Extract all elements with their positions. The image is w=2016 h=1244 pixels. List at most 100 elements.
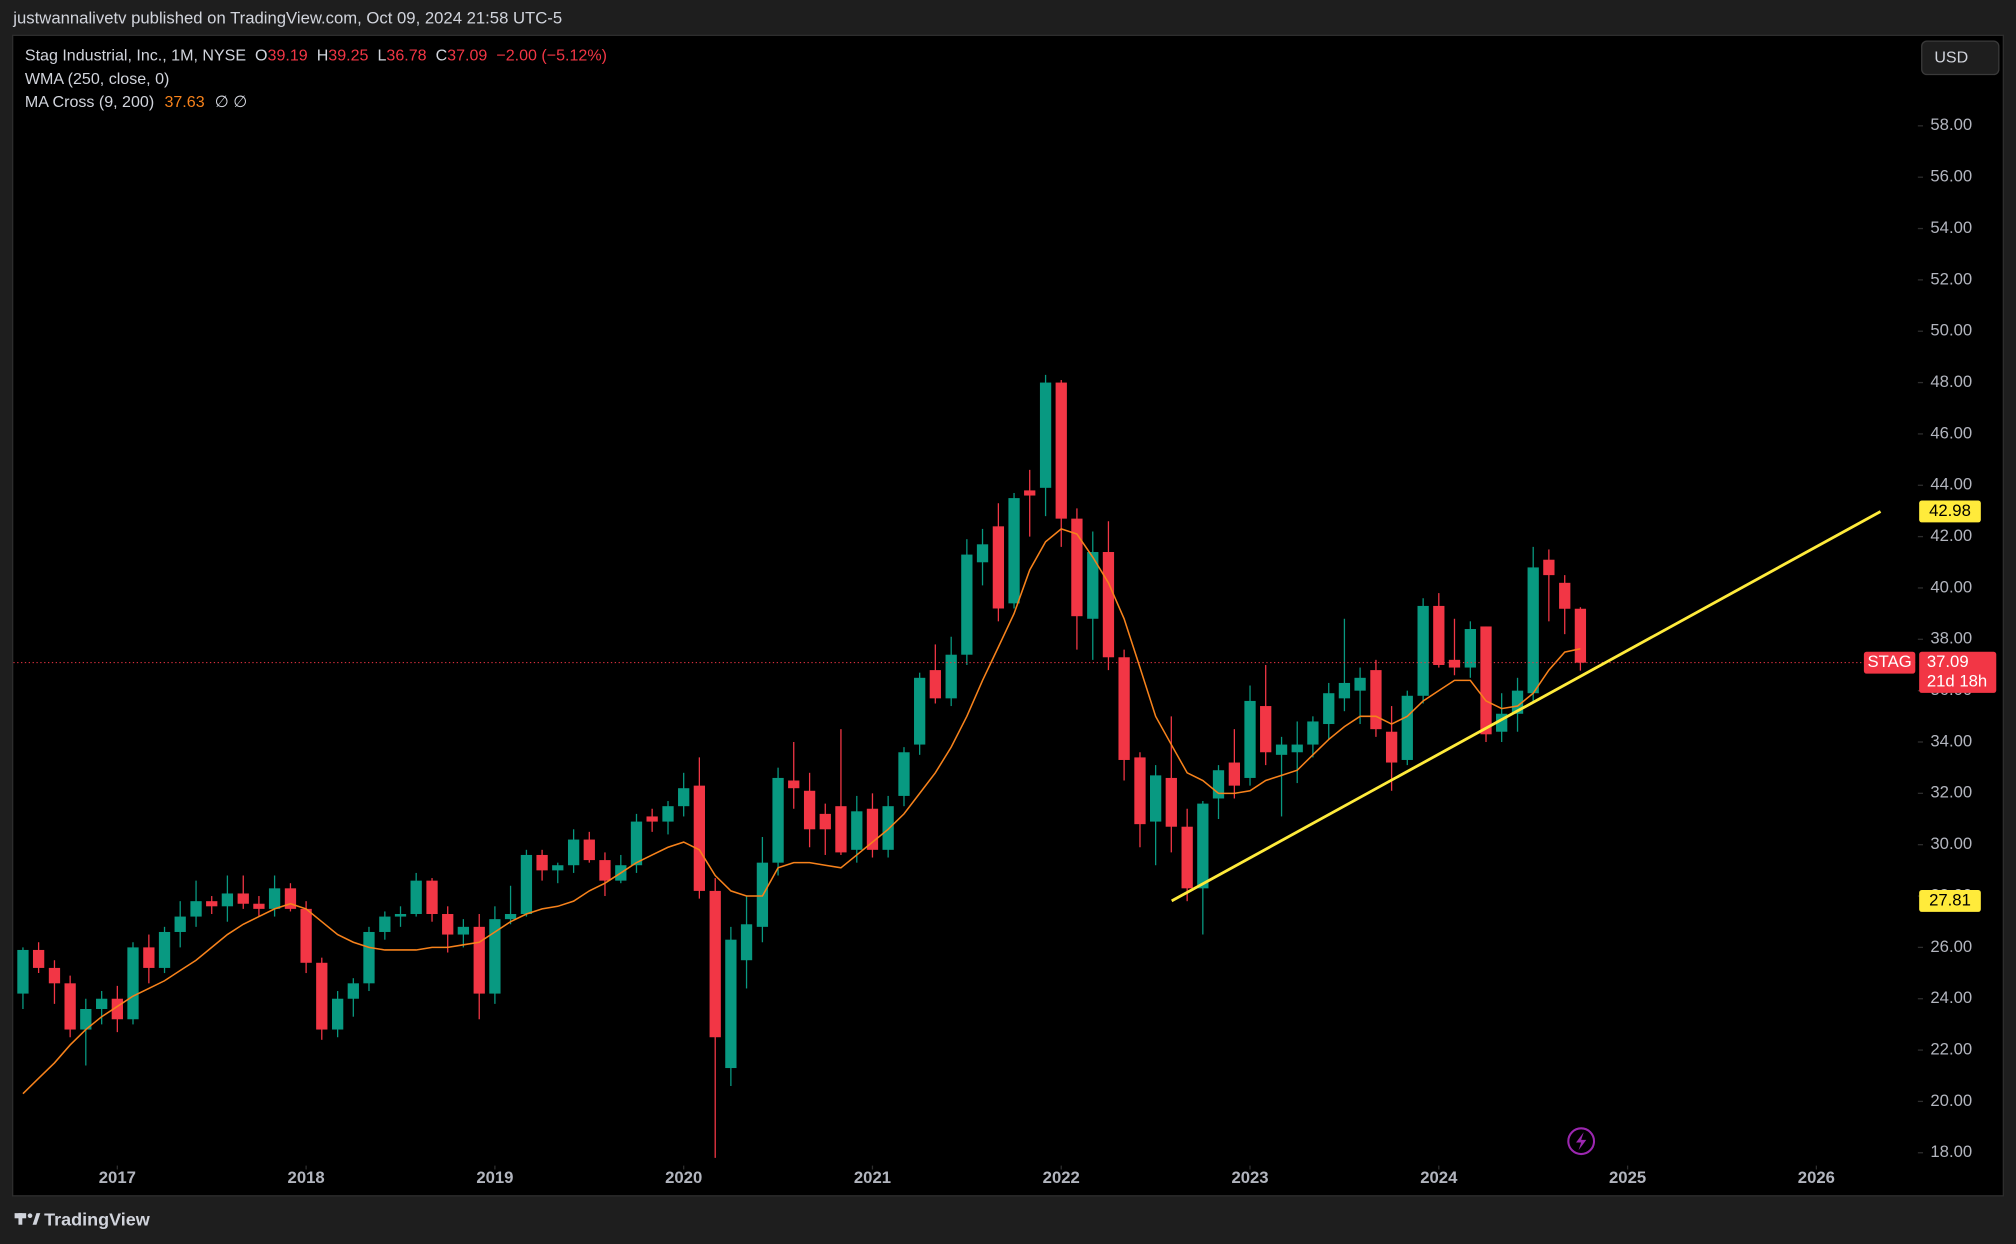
legend-main: Stag Industrial, Inc., 1M, NYSE O39.19 H39… xyxy=(25,47,607,65)
candle-body xyxy=(740,924,753,961)
candle-body xyxy=(961,554,973,655)
candle-body xyxy=(127,947,139,1020)
candle-body xyxy=(442,914,454,935)
candle-body xyxy=(394,914,407,917)
candle-body xyxy=(1071,518,1083,617)
candle-body xyxy=(709,890,721,1038)
candle-body xyxy=(1433,605,1445,665)
legend-ma-flags: ∅ ∅ xyxy=(215,93,247,111)
y-tick-label: 32.00 xyxy=(1930,783,1972,802)
y-tick-label: 22.00 xyxy=(1930,1039,1972,1058)
candle-body xyxy=(1448,659,1461,668)
currency-button[interactable] xyxy=(1921,40,2000,76)
candle-body xyxy=(1511,690,1524,714)
candle-body xyxy=(1228,762,1240,786)
candle-body xyxy=(1149,775,1162,822)
currency-label: USD xyxy=(1934,49,1968,67)
candle-body xyxy=(1323,693,1335,725)
y-tick-label: 56.00 xyxy=(1930,167,1972,186)
candle-body xyxy=(316,962,328,1030)
publish-info: justwannalivetv published on TradingView… xyxy=(12,9,562,28)
candle-body xyxy=(914,677,926,745)
candle-body xyxy=(1165,777,1177,827)
candle-body xyxy=(1055,382,1067,519)
alert-icon-bolt xyxy=(1576,1132,1587,1151)
candle-body xyxy=(1260,706,1272,753)
candle-body xyxy=(1338,682,1351,699)
y-tick-label: 34.00 xyxy=(1930,731,1972,750)
legend-wma: WMA (250, close, 0) xyxy=(25,70,169,88)
y-tick-label: 54.00 xyxy=(1930,218,1972,237)
candle-body xyxy=(1354,677,1366,691)
candle-body xyxy=(803,790,816,830)
candle-body xyxy=(111,998,123,1020)
legend-close: 37.09 xyxy=(447,47,487,65)
candle-body xyxy=(379,916,391,932)
x-tick-label: 2017 xyxy=(99,1168,136,1187)
trendline-price-label: 42.98 xyxy=(1929,501,1971,520)
candle-body xyxy=(662,806,674,822)
candle-body xyxy=(332,998,344,1030)
legend-key: L xyxy=(377,47,386,65)
candle-body xyxy=(347,983,359,999)
plot-area xyxy=(13,374,1916,1158)
candle-body xyxy=(1212,770,1225,799)
candle-body xyxy=(866,808,879,850)
candle-body xyxy=(1307,721,1319,745)
x-tick-label: 2021 xyxy=(854,1168,891,1187)
candle-body xyxy=(1024,490,1036,496)
candle-body xyxy=(473,926,485,994)
y-tick-label: 46.00 xyxy=(1930,423,1972,442)
trendline-price-label: 27.81 xyxy=(1929,890,1971,909)
candle-body xyxy=(158,931,171,968)
candle-body xyxy=(489,919,501,994)
candle-body xyxy=(1559,582,1571,609)
candle-body xyxy=(1401,695,1413,760)
alert-icon[interactable] xyxy=(1567,1127,1596,1156)
candle-body xyxy=(1291,744,1303,753)
candle-body xyxy=(504,914,517,920)
candle-body xyxy=(1087,552,1099,619)
brand-name: TradingView xyxy=(44,1210,151,1230)
legend-symbol: Stag Industrial, Inc., 1M, NYSE xyxy=(25,47,246,65)
y-tick-label: 58.00 xyxy=(1930,115,1972,134)
candle-body xyxy=(725,939,737,1069)
legend-key: H xyxy=(317,47,329,65)
countdown-label: 21d 18h xyxy=(1927,671,1987,690)
candle-body xyxy=(851,811,863,850)
candle-body xyxy=(945,654,957,699)
candle-body xyxy=(1244,700,1256,778)
y-tick-label: 30.00 xyxy=(1930,834,1972,853)
candle-body xyxy=(693,785,705,891)
candle-body xyxy=(992,526,1005,609)
y-tick-label: 48.00 xyxy=(1930,372,1972,391)
trendline xyxy=(1171,510,1882,903)
candle-body xyxy=(1574,608,1587,663)
candle-body xyxy=(268,888,281,909)
candle-body xyxy=(143,947,155,968)
candle-body xyxy=(1197,803,1209,889)
x-tick-label: 2026 xyxy=(1798,1168,1835,1187)
candle-body xyxy=(190,901,202,917)
x-tick-label: 2024 xyxy=(1420,1168,1458,1187)
y-tick-label: 50.00 xyxy=(1930,321,1972,340)
legend-key: O xyxy=(255,47,267,65)
candle-body xyxy=(96,998,108,1009)
candle-body xyxy=(1527,567,1539,694)
candle-body xyxy=(80,1008,92,1030)
ma-line xyxy=(22,528,1581,1095)
trendline-price-box xyxy=(1919,889,1981,912)
candle-body xyxy=(552,865,564,871)
candle-body xyxy=(410,880,422,915)
candle-body xyxy=(835,806,847,853)
candle-body xyxy=(1385,731,1398,763)
candle-body xyxy=(363,931,375,984)
y-tick-label: 42.00 xyxy=(1930,526,1972,545)
legend-ma-value: 37.63 xyxy=(164,93,204,111)
candle-body xyxy=(64,983,76,1030)
candle-body xyxy=(567,839,580,866)
legend-ma-name: MA Cross (9, 200) xyxy=(25,93,154,111)
candle-body xyxy=(1464,629,1476,668)
x-tick-label: 2018 xyxy=(288,1168,325,1187)
candle-body xyxy=(253,903,265,909)
